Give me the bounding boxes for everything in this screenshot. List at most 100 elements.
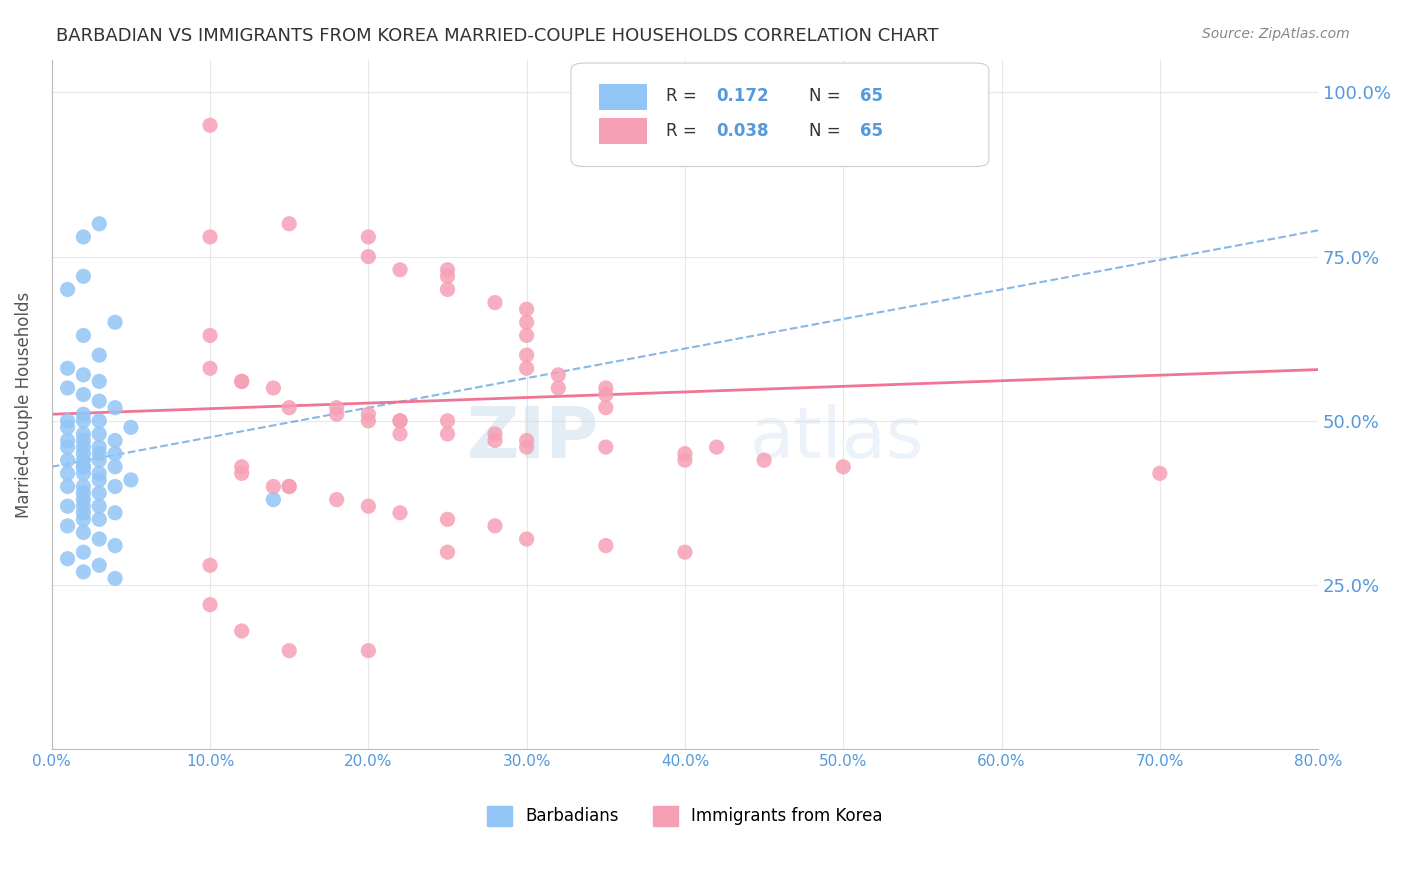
Point — [104, 506, 127, 520]
Point — [72, 479, 94, 493]
Point — [357, 499, 380, 513]
Point — [72, 269, 94, 284]
Point — [104, 401, 127, 415]
Point — [104, 447, 127, 461]
Point — [89, 499, 111, 513]
Point — [56, 453, 79, 467]
Text: 0.038: 0.038 — [717, 121, 769, 140]
Point — [436, 269, 458, 284]
Point — [72, 453, 94, 467]
Point — [262, 381, 284, 395]
Point — [72, 368, 94, 382]
Point — [231, 459, 253, 474]
Point — [104, 315, 127, 329]
Point — [357, 250, 380, 264]
Point — [89, 394, 111, 409]
Point — [104, 571, 127, 585]
Point — [104, 434, 127, 448]
Point — [104, 479, 127, 493]
Point — [278, 217, 301, 231]
Point — [56, 551, 79, 566]
Point — [516, 434, 538, 448]
Point — [56, 381, 79, 395]
Point — [56, 519, 79, 533]
Point — [436, 545, 458, 559]
Point — [104, 459, 127, 474]
Point — [56, 361, 79, 376]
Point — [72, 506, 94, 520]
Point — [72, 565, 94, 579]
Point — [595, 381, 617, 395]
Point — [516, 328, 538, 343]
Point — [89, 348, 111, 362]
Point — [56, 434, 79, 448]
Point — [436, 512, 458, 526]
Text: 0.172: 0.172 — [717, 87, 769, 105]
Point — [120, 473, 142, 487]
Point — [198, 328, 221, 343]
Legend: Barbadians, Immigrants from Korea: Barbadians, Immigrants from Korea — [481, 799, 889, 832]
Point — [56, 283, 79, 297]
Point — [72, 434, 94, 448]
FancyBboxPatch shape — [599, 119, 647, 145]
Point — [72, 440, 94, 454]
Point — [89, 486, 111, 500]
FancyBboxPatch shape — [571, 63, 988, 167]
Point — [89, 532, 111, 546]
Point — [89, 512, 111, 526]
Point — [89, 375, 111, 389]
Point — [72, 499, 94, 513]
Point — [56, 499, 79, 513]
Point — [72, 486, 94, 500]
Point — [89, 440, 111, 454]
Point — [231, 375, 253, 389]
Point — [278, 479, 301, 493]
Text: atlas: atlas — [749, 404, 924, 474]
Point — [231, 375, 253, 389]
Point — [56, 479, 79, 493]
Point — [595, 539, 617, 553]
Point — [436, 283, 458, 297]
Point — [72, 387, 94, 401]
Point — [516, 348, 538, 362]
Point — [516, 532, 538, 546]
Point — [595, 387, 617, 401]
Point — [89, 473, 111, 487]
Point — [72, 414, 94, 428]
Point — [89, 414, 111, 428]
Point — [388, 262, 411, 277]
Point — [72, 328, 94, 343]
Point — [231, 467, 253, 481]
Point — [595, 401, 617, 415]
Point — [56, 440, 79, 454]
Point — [72, 459, 94, 474]
Point — [278, 401, 301, 415]
Point — [72, 492, 94, 507]
Point — [89, 447, 111, 461]
Point — [595, 440, 617, 454]
Point — [357, 414, 380, 428]
Point — [120, 420, 142, 434]
Text: BARBADIAN VS IMMIGRANTS FROM KOREA MARRIED-COUPLE HOUSEHOLDS CORRELATION CHART: BARBADIAN VS IMMIGRANTS FROM KOREA MARRI… — [56, 27, 939, 45]
Text: R =: R = — [666, 87, 702, 105]
Point — [516, 440, 538, 454]
Point — [516, 361, 538, 376]
Point — [547, 368, 569, 382]
Text: N =: N = — [808, 87, 846, 105]
FancyBboxPatch shape — [599, 84, 647, 110]
Point — [357, 407, 380, 421]
Point — [278, 479, 301, 493]
Point — [1149, 467, 1171, 481]
Point — [72, 467, 94, 481]
Point — [325, 401, 347, 415]
Point — [436, 426, 458, 441]
Point — [56, 420, 79, 434]
Point — [388, 506, 411, 520]
Point — [673, 447, 696, 461]
Point — [72, 426, 94, 441]
Text: 65: 65 — [859, 121, 883, 140]
Point — [706, 440, 728, 454]
Point — [198, 361, 221, 376]
Point — [198, 118, 221, 132]
Point — [357, 230, 380, 244]
